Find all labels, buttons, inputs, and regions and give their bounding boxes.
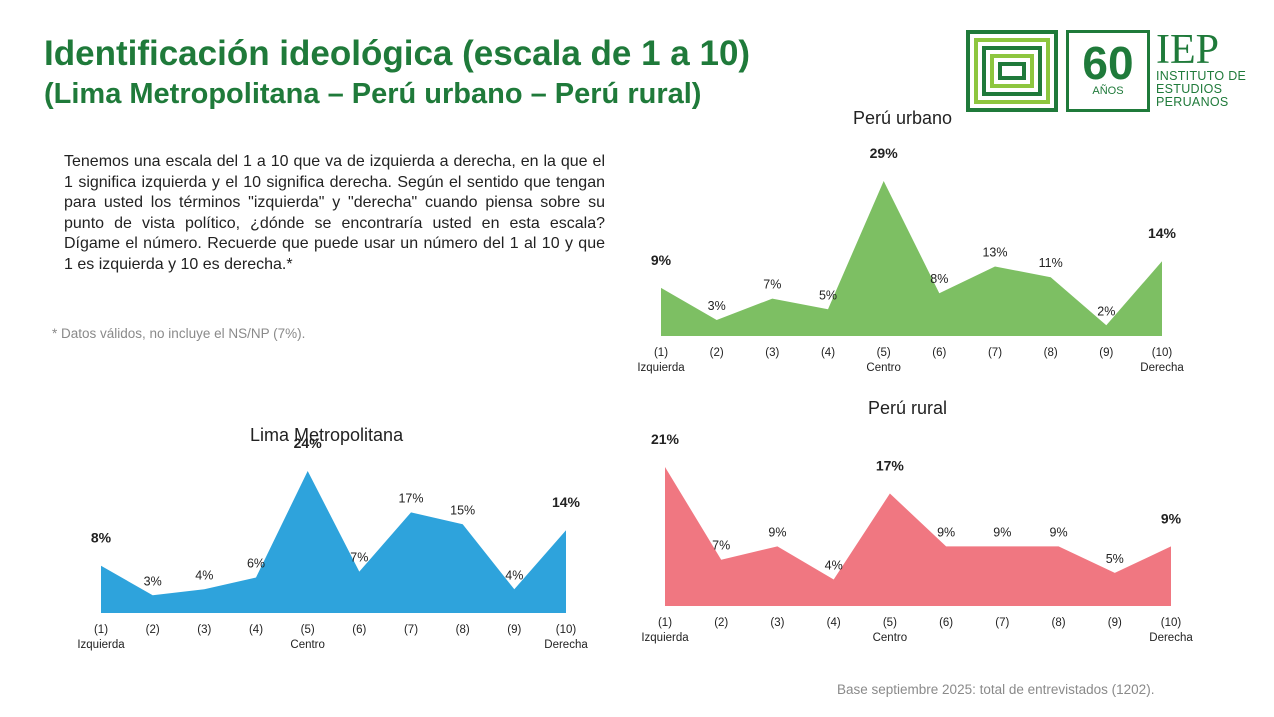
- x-tick-peru-urbano-7: (7): [988, 347, 1002, 359]
- x-tick-peru-urbano-9: (9): [1099, 347, 1113, 359]
- data-label-peru-rural-2: 7%: [712, 539, 730, 553]
- data-label-peru-rural-9: 5%: [1106, 552, 1124, 566]
- data-label-peru-urbano-7: 13%: [982, 246, 1007, 260]
- x-tick-peru-urbano-4: (4): [821, 347, 835, 359]
- x-tick-peru-rural-6: (6): [939, 617, 953, 629]
- data-label-peru-rural-1: 21%: [651, 431, 680, 447]
- x-sublabel-lima-1: Izquierda: [77, 639, 125, 651]
- x-tick-peru-urbano-8: (8): [1044, 347, 1058, 359]
- org-line-1: INSTITUTO DE: [1156, 69, 1247, 83]
- x-tick-peru-rural-7: (7): [995, 617, 1009, 629]
- data-label-lima-7: 17%: [398, 491, 423, 505]
- x-sublabel-peru-rural-1: Izquierda: [641, 632, 689, 644]
- data-label-peru-rural-5: 17%: [876, 457, 905, 473]
- x-tick-lima-6: (6): [352, 624, 366, 636]
- x-tick-peru-rural-8: (8): [1052, 617, 1066, 629]
- x-sublabel-peru-urbano-10: Derecha: [1140, 362, 1184, 374]
- org-line-2: ESTUDIOS: [1156, 82, 1223, 96]
- area-series-peru-urbano: [661, 181, 1162, 336]
- x-tick-peru-rural-3: (3): [770, 617, 784, 629]
- x-sublabel-lima-5: Centro: [290, 639, 325, 651]
- x-tick-peru-urbano-6: (6): [932, 347, 946, 359]
- data-label-peru-urbano-1: 9%: [651, 252, 672, 268]
- data-label-lima-6: 7%: [350, 551, 368, 565]
- data-label-lima-5: 24%: [294, 435, 323, 451]
- area-series-peru-rural: [665, 467, 1171, 606]
- footnote: * Datos válidos, no incluye el NS/NP (7%…: [52, 326, 306, 341]
- chart-title-peru-rural: Perú rural: [868, 398, 948, 418]
- data-label-peru-rural-4: 4%: [825, 559, 843, 573]
- page-subtitle: (Lima Metropolitana – Perú urbano – Perú…: [44, 78, 702, 110]
- area-series-lima: [101, 471, 566, 613]
- sample-base-note: Base septiembre 2025: total de entrevist…: [837, 682, 1155, 697]
- data-label-peru-urbano-8: 11%: [1039, 256, 1063, 270]
- x-tick-lima-9: (9): [507, 624, 521, 636]
- x-tick-lima-5: (5): [301, 624, 315, 636]
- data-label-lima-9: 4%: [505, 568, 523, 582]
- data-label-peru-urbano-10: 14%: [1148, 225, 1177, 241]
- x-sublabel-peru-urbano-1: Izquierda: [637, 362, 685, 374]
- x-tick-lima-10: (10): [556, 624, 577, 636]
- chart-title-peru-urbano: Perú urbano: [853, 108, 953, 128]
- anniversary-badge: 60 AÑOS: [1066, 30, 1150, 112]
- data-label-peru-urbano-4: 5%: [819, 288, 837, 302]
- data-label-peru-urbano-3: 7%: [763, 278, 781, 292]
- x-tick-peru-urbano-5: (5): [877, 347, 891, 359]
- data-label-peru-urbano-9: 2%: [1097, 304, 1115, 318]
- data-label-peru-rural-6: 9%: [937, 525, 955, 539]
- x-tick-peru-rural-4: (4): [827, 617, 841, 629]
- x-tick-peru-rural-10: (10): [1161, 617, 1182, 629]
- iep-wordmark: IEP INSTITUTO DE ESTUDIOS PERUANOS: [1156, 27, 1247, 109]
- data-label-peru-urbano-5: 29%: [870, 145, 899, 161]
- data-label-lima-2: 3%: [144, 574, 162, 588]
- survey-question: Tenemos una escala del 1 a 10 que va de …: [64, 153, 605, 273]
- page-title: Identificación ideológica (escala de 1 a…: [44, 34, 751, 73]
- x-tick-peru-urbano-2: (2): [710, 347, 724, 359]
- x-sublabel-lima-10: Derecha: [544, 639, 588, 651]
- x-tick-peru-urbano-10: (10): [1152, 347, 1173, 359]
- data-label-lima-4: 6%: [247, 557, 265, 571]
- x-tick-peru-rural-2: (2): [714, 617, 728, 629]
- x-tick-peru-urbano-1: (1): [654, 347, 668, 359]
- data-label-peru-rural-3: 9%: [768, 525, 786, 539]
- x-sublabel-peru-urbano-5: Centro: [866, 362, 901, 374]
- data-label-peru-rural-10: 9%: [1161, 510, 1182, 526]
- data-label-peru-urbano-2: 3%: [708, 299, 726, 313]
- x-tick-peru-rural-5: (5): [883, 617, 897, 629]
- data-label-peru-urbano-6: 8%: [930, 272, 948, 286]
- x-tick-lima-2: (2): [146, 624, 160, 636]
- x-sublabel-peru-rural-5: Centro: [873, 632, 908, 644]
- data-label-peru-rural-7: 9%: [993, 525, 1011, 539]
- x-sublabel-peru-rural-10: Derecha: [1149, 632, 1193, 644]
- x-tick-lima-4: (4): [249, 624, 263, 636]
- anniversary-number: 60: [1082, 37, 1134, 89]
- chart-title-lima-metropolitana: Lima Metropolitana: [250, 425, 404, 445]
- org-line-3: PERUANOS: [1156, 95, 1229, 109]
- data-label-peru-rural-8: 9%: [1050, 525, 1068, 539]
- org-short: IEP: [1156, 27, 1219, 73]
- data-label-lima-8: 15%: [450, 503, 475, 517]
- x-tick-lima-1: (1): [94, 624, 108, 636]
- x-tick-lima-7: (7): [404, 624, 418, 636]
- x-tick-lima-8: (8): [456, 624, 470, 636]
- iep-concentric-logo: [966, 30, 1058, 117]
- data-label-lima-10: 14%: [552, 494, 581, 510]
- x-tick-peru-rural-1: (1): [658, 617, 672, 629]
- x-tick-peru-rural-9: (9): [1108, 617, 1122, 629]
- data-label-lima-1: 8%: [91, 530, 112, 546]
- x-tick-lima-3: (3): [197, 624, 211, 636]
- x-tick-peru-urbano-3: (3): [765, 347, 779, 359]
- data-label-lima-3: 4%: [195, 568, 213, 582]
- anniversary-word: AÑOS: [1092, 85, 1124, 97]
